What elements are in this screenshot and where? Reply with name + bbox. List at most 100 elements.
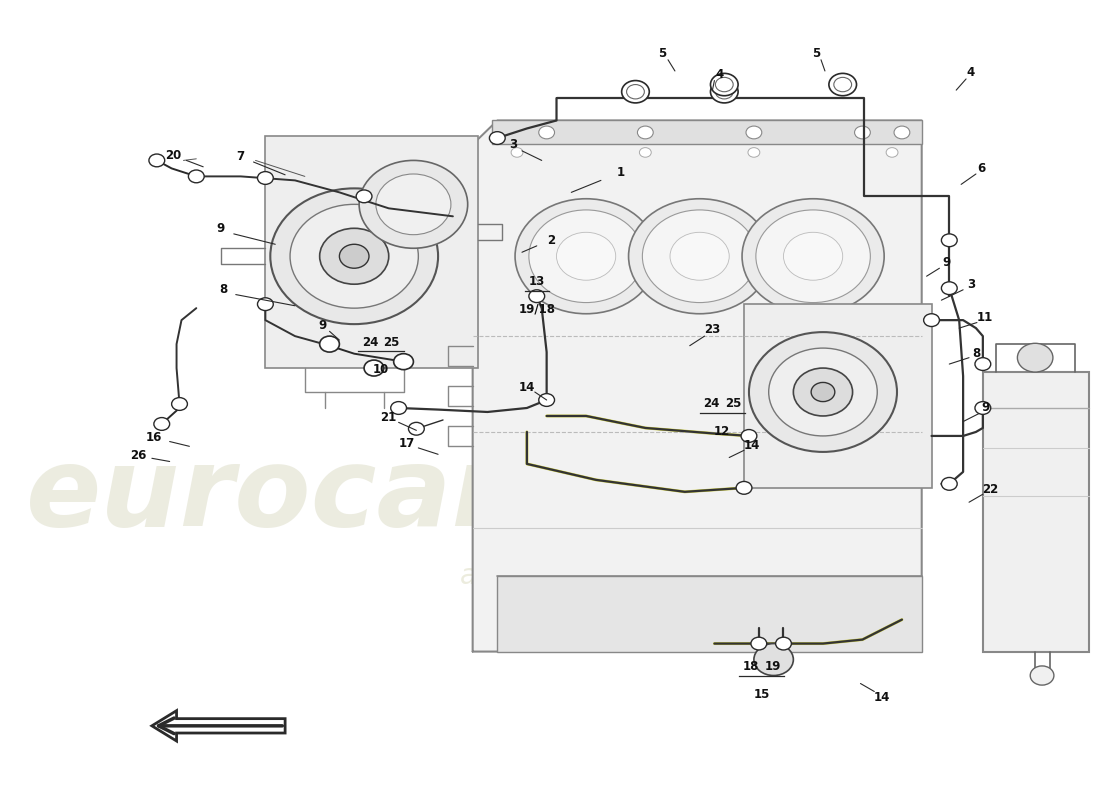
Circle shape (751, 637, 767, 650)
Circle shape (942, 234, 957, 246)
Text: 14: 14 (874, 690, 890, 703)
Circle shape (512, 148, 522, 158)
Circle shape (742, 198, 884, 314)
Circle shape (154, 418, 169, 430)
Circle shape (639, 148, 651, 158)
Text: 25: 25 (725, 398, 741, 410)
Circle shape (642, 210, 757, 302)
Text: 5: 5 (658, 47, 667, 60)
Circle shape (627, 85, 645, 99)
Text: eurocars: eurocars (26, 442, 573, 550)
Circle shape (539, 126, 554, 139)
Text: 5: 5 (812, 47, 821, 60)
Circle shape (628, 198, 771, 314)
Text: 18: 18 (742, 660, 759, 673)
Text: 3: 3 (509, 138, 517, 151)
Polygon shape (493, 121, 922, 145)
Text: 9: 9 (943, 256, 950, 269)
Text: 8: 8 (219, 283, 227, 296)
Circle shape (529, 290, 544, 302)
Text: 10: 10 (373, 363, 389, 376)
Polygon shape (265, 137, 477, 368)
Text: 13: 13 (529, 275, 544, 288)
Text: 4: 4 (967, 66, 975, 79)
Circle shape (356, 190, 372, 202)
Text: 19/18: 19/18 (518, 302, 556, 315)
Text: 6: 6 (977, 162, 985, 175)
Circle shape (855, 126, 870, 139)
Circle shape (756, 210, 870, 302)
Circle shape (172, 398, 187, 410)
Text: 14: 14 (744, 439, 760, 452)
Circle shape (834, 78, 851, 92)
Circle shape (776, 637, 791, 650)
Text: 11: 11 (977, 311, 993, 324)
Circle shape (529, 210, 644, 302)
Circle shape (942, 282, 957, 294)
Circle shape (148, 154, 165, 167)
Text: 25: 25 (384, 336, 400, 349)
Circle shape (188, 170, 205, 182)
Circle shape (975, 402, 991, 414)
Text: 21: 21 (381, 411, 397, 424)
Circle shape (783, 232, 843, 280)
Circle shape (557, 232, 616, 280)
Text: 7: 7 (236, 150, 245, 163)
Circle shape (621, 81, 649, 103)
Circle shape (271, 188, 438, 324)
Text: 16: 16 (145, 431, 162, 444)
Circle shape (754, 643, 793, 675)
Circle shape (515, 198, 657, 314)
Circle shape (769, 348, 878, 436)
Circle shape (887, 148, 898, 158)
Text: 24: 24 (703, 398, 719, 410)
Circle shape (736, 482, 752, 494)
Text: 14: 14 (519, 381, 535, 394)
Circle shape (829, 74, 857, 96)
Circle shape (394, 354, 414, 370)
Text: 3: 3 (967, 278, 975, 290)
Polygon shape (744, 304, 932, 488)
Polygon shape (983, 372, 1089, 651)
Text: 22: 22 (982, 483, 999, 496)
Text: 2: 2 (548, 234, 556, 246)
Text: 9: 9 (217, 222, 226, 234)
Text: 8: 8 (971, 347, 980, 360)
Circle shape (741, 430, 757, 442)
Circle shape (1018, 343, 1053, 372)
Circle shape (1031, 666, 1054, 685)
Circle shape (320, 336, 340, 352)
Circle shape (364, 360, 384, 376)
Circle shape (359, 161, 468, 248)
Circle shape (340, 244, 368, 268)
Polygon shape (497, 576, 922, 651)
Text: 12: 12 (714, 425, 730, 438)
Text: 15: 15 (754, 687, 770, 701)
Circle shape (715, 78, 734, 92)
Circle shape (793, 368, 853, 416)
Circle shape (290, 204, 418, 308)
Text: 4: 4 (715, 68, 724, 81)
Circle shape (811, 382, 835, 402)
Circle shape (637, 126, 653, 139)
Circle shape (711, 81, 738, 103)
Text: 23: 23 (704, 323, 720, 336)
Text: 9: 9 (981, 402, 990, 414)
Circle shape (748, 148, 760, 158)
Circle shape (257, 298, 273, 310)
Circle shape (390, 402, 407, 414)
Circle shape (746, 126, 762, 139)
Circle shape (670, 232, 729, 280)
Circle shape (942, 478, 957, 490)
Text: 26: 26 (130, 450, 146, 462)
Text: 20: 20 (165, 149, 182, 162)
Polygon shape (473, 121, 922, 651)
Circle shape (408, 422, 425, 435)
Circle shape (924, 314, 939, 326)
Text: 9: 9 (319, 319, 327, 332)
Circle shape (894, 126, 910, 139)
Circle shape (376, 174, 451, 234)
Circle shape (975, 358, 991, 370)
Circle shape (320, 228, 388, 284)
Text: 19: 19 (764, 660, 781, 673)
